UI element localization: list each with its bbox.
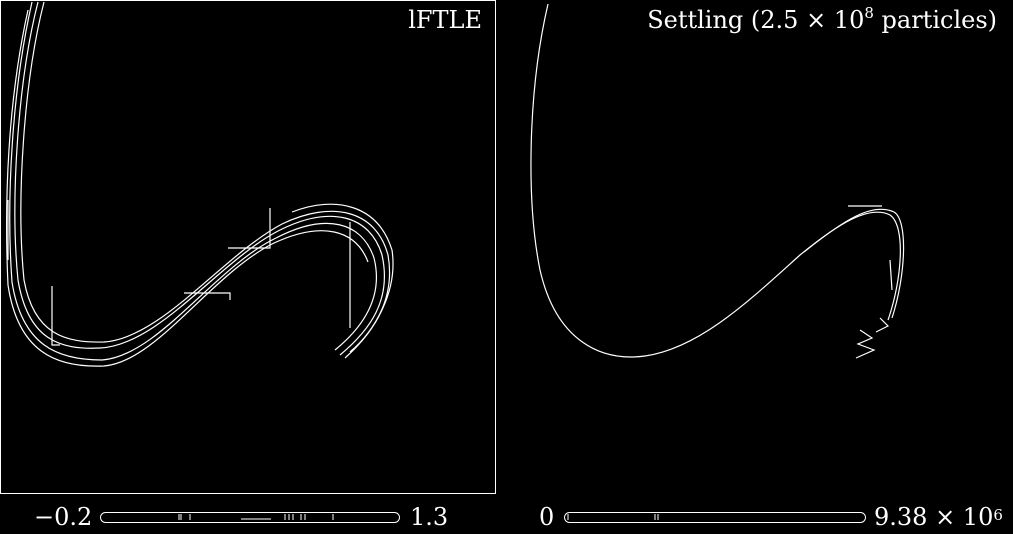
lftle-colorbar-bar — [100, 512, 400, 523]
lftle-ridge-plot — [6, 1, 394, 367]
settling-scatter-3 — [889, 259, 893, 291]
settling-panel: Settling (2.5 × 108 particles) — [510, 0, 1013, 498]
settling-trajectory-line — [530, 3, 901, 358]
lftle-colorbar-max: 1.3 — [410, 503, 449, 531]
settling-scatter-2 — [875, 317, 890, 333]
lftle-colorbar: −0.2 1.3 — [34, 505, 454, 529]
lftle-plot-frame — [0, 0, 496, 494]
lftle-ridge-line-4 — [6, 9, 369, 367]
settling-title: Settling (2.5 × 108 particles) — [647, 4, 997, 34]
lftle-ridge-line-1 — [14, 1, 386, 356]
lftle-branch-1 — [184, 292, 231, 300]
lftle-title: lFTLE — [408, 6, 482, 34]
lftle-branch-3 — [51, 286, 60, 346]
settling-colorbar-ticks — [567, 514, 659, 520]
lftle-colorbar-min: −0.2 — [34, 503, 93, 531]
settling-colorbar-max-exponent: 6 — [993, 506, 1003, 524]
settling-trajectory-line-2 — [803, 208, 905, 319]
settling-colorbar-bar — [564, 512, 866, 523]
settling-colorbar-max: 9.38 × 106 — [874, 505, 1003, 529]
lftle-colorbar-ticks — [178, 514, 334, 520]
settling-colorbar-max-main: 9.38 × 10 — [874, 503, 994, 531]
settling-title-tail: particles) — [873, 6, 997, 34]
settling-title-main: Settling (2.5 × 10 — [647, 6, 865, 34]
settling-colorbar: 0 9.38 × 106 — [539, 503, 1003, 531]
lftle-ridge-line-3 — [9, 1, 378, 361]
settling-title-exponent: 8 — [864, 4, 874, 22]
settling-colorbar-min: 0 — [539, 503, 555, 531]
lftle-ridge-line-2 — [20, 1, 391, 359]
lftle-ridge-line-5 — [291, 203, 394, 353]
lftle-branch-2 — [228, 208, 271, 249]
settling-scatter-1 — [855, 329, 876, 359]
lftle-panel: lFTLE — [0, 0, 500, 498]
settling-particle-plot — [530, 3, 905, 359]
